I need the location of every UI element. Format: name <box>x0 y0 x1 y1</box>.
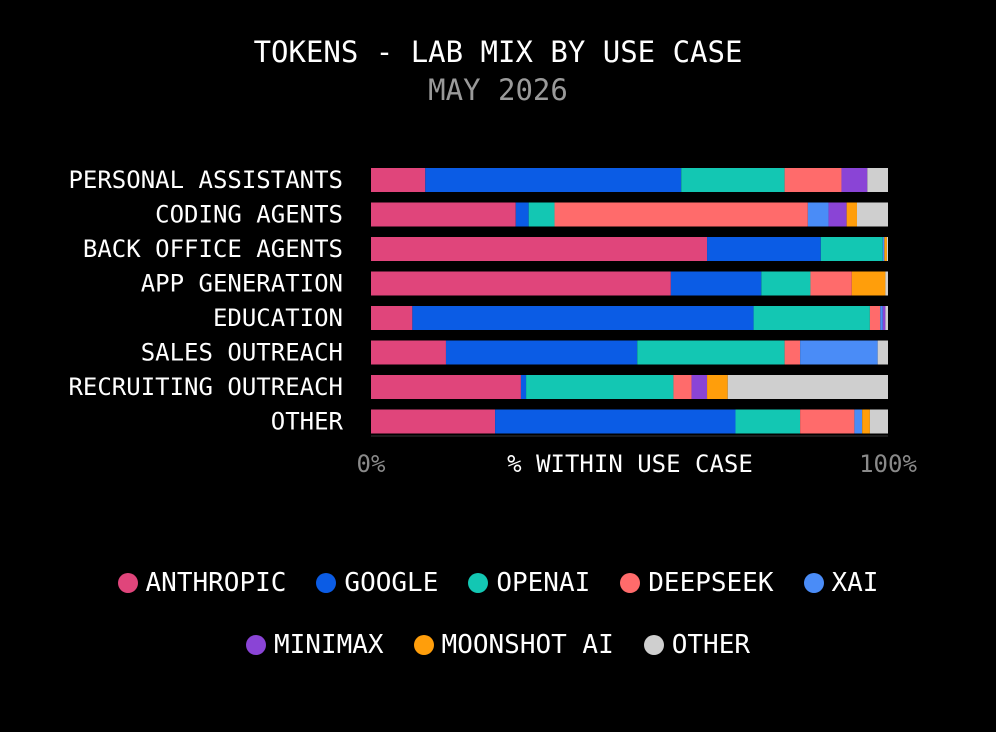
bar-other-google <box>495 409 736 434</box>
legend-label: DEEPSEEK <box>648 568 774 598</box>
legend-label: XAI <box>831 568 879 598</box>
bar-personal-assistants-deepseek <box>784 168 842 192</box>
x-axis-label: % WITHIN USE CASE <box>507 450 753 478</box>
legend-row-1: ANTHROPIC GOOGLE OPENAI DEEPSEEK XAI <box>0 568 996 598</box>
bar-sales-outreach-anthropic <box>371 340 446 365</box>
legend-item-anthropic: ANTHROPIC <box>117 568 287 598</box>
bar-education-other <box>885 306 888 330</box>
bar-app-generation-google <box>670 271 762 296</box>
bar-back-office-agents-google <box>707 237 821 261</box>
bar-sales-outreach-other <box>877 340 888 365</box>
bar-app-generation-moonshot-ai <box>851 271 886 296</box>
bar-sales-outreach-openai <box>637 340 785 365</box>
category-label-other: OTHER <box>271 408 344 436</box>
legend-label: OPENAI <box>496 568 591 598</box>
legend-label: ANTHROPIC <box>145 568 287 598</box>
bar-other-moonshot-ai <box>862 409 870 434</box>
bar-education-xai <box>880 306 883 330</box>
legend-row-2: MINIMAX MOONSHOT AI OTHER <box>0 630 996 660</box>
legend-label: OTHER <box>671 630 751 660</box>
bar-back-office-agents-anthropic <box>371 237 708 261</box>
bar-back-office-agents-openai <box>820 237 883 261</box>
bar-app-generation-anthropic <box>371 271 671 296</box>
bar-coding-agents-anthropic <box>371 202 516 227</box>
bar-coding-agents-deepseek <box>554 202 808 227</box>
bar-recruiting-outreach-anthropic <box>371 375 521 399</box>
legend-item-minimax: MINIMAX <box>245 630 384 660</box>
bar-recruiting-outreach-other <box>727 375 888 399</box>
legend-item-openai: OPENAI <box>468 568 590 598</box>
x-tick-0: 0% <box>357 450 386 478</box>
bar-education-anthropic <box>371 306 413 330</box>
bar-coding-agents-minimax <box>828 202 847 227</box>
bar-recruiting-outreach-deepseek <box>673 375 692 399</box>
bar-coding-agents-other <box>856 202 888 227</box>
bar-other-openai <box>735 409 801 434</box>
bar-back-office-agents-xai <box>882 237 885 261</box>
category-label-education: EDUCATION <box>213 304 343 332</box>
bar-app-generation-deepseek <box>810 271 852 296</box>
chart-title: TOKENS - LAB MIX BY USE CASE <box>254 35 743 69</box>
legend-swatch <box>245 635 266 655</box>
bar-sales-outreach-google <box>445 340 638 365</box>
bar-app-generation-openai <box>761 271 811 296</box>
bar-personal-assistants-anthropic <box>371 168 426 192</box>
bar-coding-agents-openai <box>528 202 555 227</box>
category-label-personal-assistants: PERSONAL ASSISTANTS <box>68 166 343 194</box>
bar-personal-assistants-other <box>867 168 888 192</box>
category-label-recruiting-outreach: RECRUITING OUTREACH <box>68 373 343 401</box>
bar-other-anthropic <box>371 409 496 434</box>
category-label-coding-agents: CODING AGENTS <box>155 201 343 229</box>
legend-label: GOOGLE <box>344 568 439 598</box>
bar-coding-agents-xai <box>807 202 829 227</box>
bar-education-openai <box>753 306 870 330</box>
legend-swatch <box>803 573 824 593</box>
legend-item-google: GOOGLE <box>316 568 438 598</box>
legend-label: MINIMAX <box>273 630 384 660</box>
bars-group <box>371 168 888 434</box>
bar-other-other <box>869 409 888 434</box>
bar-education-google <box>412 306 754 330</box>
bar-coding-agents-moonshot-ai <box>846 202 857 227</box>
chart-subtitle: MAY 2026 <box>428 73 568 107</box>
bar-coding-agents-google <box>515 202 529 227</box>
legend-swatch <box>468 573 489 593</box>
legend-item-moonshot-ai: MOONSHOT AI <box>413 630 614 660</box>
bar-recruiting-outreach-minimax <box>691 375 708 399</box>
legend-swatch <box>316 573 337 593</box>
bar-recruiting-outreach-google <box>520 375 527 399</box>
legend-swatch <box>643 635 664 655</box>
bar-back-office-agents-other <box>886 237 888 261</box>
bar-personal-assistants-google <box>425 168 682 192</box>
bar-education-minimax <box>882 306 886 330</box>
legend-item-deepseek: DEEPSEEK <box>620 568 774 598</box>
bar-recruiting-outreach-openai <box>526 375 674 399</box>
bar-education-deepseek <box>869 306 881 330</box>
bar-back-office-agents-moonshot-ai <box>884 237 887 261</box>
legend-item-xai: XAI <box>803 568 879 598</box>
legend-item-other: OTHER <box>643 630 751 660</box>
bar-other-deepseek <box>800 409 855 434</box>
x-tick-100: 100% <box>859 450 917 478</box>
bar-app-generation-other <box>885 271 888 296</box>
bar-personal-assistants-minimax <box>841 168 868 192</box>
legend-swatch <box>413 635 434 655</box>
legend-label: MOONSHOT AI <box>441 630 614 660</box>
category-label-app-generation: APP GENERATION <box>141 270 343 298</box>
bar-sales-outreach-xai <box>800 340 878 365</box>
bar-other-xai <box>854 409 863 434</box>
bar-sales-outreach-deepseek <box>784 340 801 365</box>
category-label-sales-outreach: SALES OUTREACH <box>141 339 343 367</box>
legend-swatch <box>117 573 138 593</box>
legend-swatch <box>620 573 641 593</box>
category-labels: PERSONAL ASSISTANTS CODING AGENTS BACK OFF… <box>68 166 343 436</box>
category-label-back-office-agents: BACK OFFICE AGENTS <box>83 235 343 263</box>
bar-recruiting-outreach-moonshot-ai <box>707 375 728 399</box>
bar-personal-assistants-openai <box>681 168 785 192</box>
